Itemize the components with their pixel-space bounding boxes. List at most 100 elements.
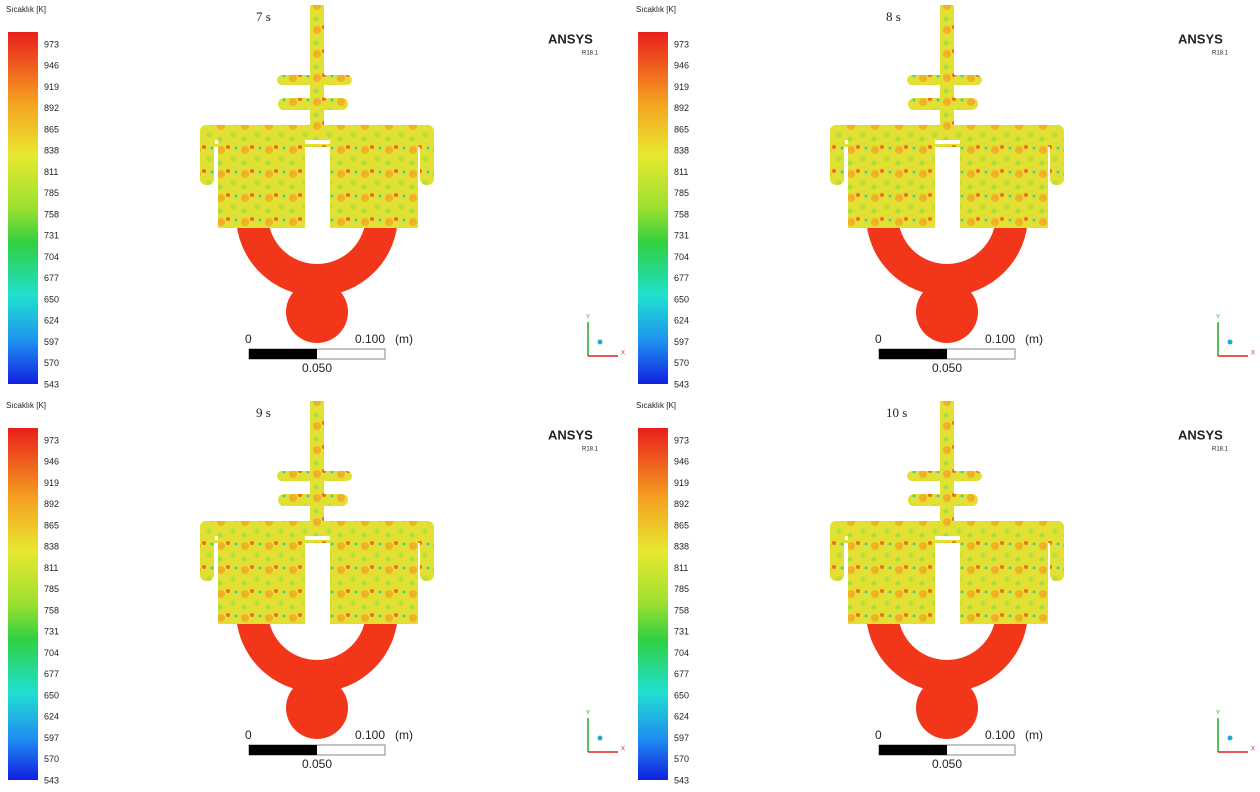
- scale-end: 0.100: [355, 332, 385, 346]
- time-label: 7 s: [256, 9, 271, 24]
- legend-label: 838: [44, 146, 59, 156]
- legend-label: 973: [44, 435, 59, 445]
- legend-label: 597: [674, 337, 689, 347]
- axis-z: [597, 735, 603, 741]
- bar1: [277, 471, 352, 481]
- sprue-well: [286, 281, 348, 343]
- scale-start: 0: [875, 332, 882, 346]
- legend-label: 704: [44, 252, 59, 262]
- legend-label: 865: [44, 124, 59, 134]
- brand: ANSYS: [1178, 31, 1223, 46]
- legend-label: 570: [674, 358, 689, 368]
- axis-z: [597, 339, 603, 345]
- legend-label: 758: [44, 209, 59, 219]
- scale-fill: [249, 349, 317, 359]
- runner-arc: [236, 215, 398, 296]
- legend-label: 731: [44, 231, 59, 241]
- scale-fill: [879, 349, 947, 359]
- legend-label: 543: [44, 775, 59, 785]
- runner-arc: [236, 611, 398, 692]
- legend-label: 865: [44, 520, 59, 530]
- legend-label: 543: [44, 379, 59, 389]
- legend-label: 704: [674, 252, 689, 262]
- scale-unit: (m): [1025, 728, 1043, 742]
- scale-fill: [249, 745, 317, 755]
- legend-label: 785: [674, 584, 689, 594]
- legend-label: 731: [674, 627, 689, 637]
- legend-label: 973: [44, 39, 59, 49]
- legend-title: Sıcaklık [K]: [6, 401, 46, 410]
- legend-label: 865: [674, 520, 689, 530]
- cavity-left: [218, 536, 305, 624]
- scale-start: 0: [245, 332, 252, 346]
- bar1: [907, 471, 982, 481]
- axis-z: [1227, 339, 1233, 345]
- axis-y-label: Y: [1216, 711, 1220, 717]
- bar2: [908, 494, 978, 506]
- leg-left: [200, 125, 214, 185]
- scale-unit: (m): [1025, 332, 1043, 346]
- panel: Sıcaklık [K] 973 946 919 892 865 838 811 785 758 7…: [6, 401, 625, 785]
- legend-label: 946: [674, 457, 689, 467]
- legend-label: 892: [674, 103, 689, 113]
- axis-x-label: X: [1251, 747, 1255, 753]
- scale-end: 0.100: [985, 332, 1015, 346]
- legend-label: 650: [44, 294, 59, 304]
- time-label: 10 s: [886, 405, 907, 420]
- scale-end: 0.100: [985, 728, 1015, 742]
- legend-label: 946: [674, 61, 689, 71]
- cavity-right: [330, 140, 418, 228]
- sprue: [940, 5, 954, 135]
- leg-right: [1050, 521, 1064, 581]
- bar2: [908, 98, 978, 110]
- version: R18.1: [1212, 447, 1229, 453]
- color-bar: [638, 428, 668, 780]
- legend-label: 624: [44, 712, 59, 722]
- legend-label: 785: [674, 188, 689, 198]
- bar1: [907, 75, 982, 85]
- leg-right: [420, 125, 434, 185]
- legend-label: 650: [44, 690, 59, 700]
- scale-start: 0: [875, 728, 882, 742]
- legend-label: 811: [44, 167, 58, 177]
- legend-label: 731: [44, 627, 59, 637]
- panel: Sıcaklık [K] 973 946 919 892 865 838 811 785 758 7…: [6, 5, 625, 389]
- version: R18.1: [1212, 51, 1229, 57]
- legend-label: 758: [44, 605, 59, 615]
- legend-label: 919: [44, 82, 59, 92]
- leg-left: [830, 125, 844, 185]
- cavity-left: [848, 536, 935, 624]
- legend-title: Sıcaklık [K]: [636, 401, 676, 410]
- legend-label: 785: [44, 584, 59, 594]
- legend-label: 758: [674, 605, 689, 615]
- sprue: [310, 401, 324, 531]
- legend-label: 892: [674, 499, 689, 509]
- scale-mid: 0.050: [302, 757, 332, 771]
- legend-label: 946: [44, 61, 59, 71]
- legend-label: 543: [674, 775, 689, 785]
- color-bar: [8, 32, 38, 384]
- axis-y-label: Y: [586, 711, 590, 717]
- legend-label: 543: [674, 379, 689, 389]
- cavity-left: [848, 140, 935, 228]
- legend-label: 838: [44, 542, 59, 552]
- scale-unit: (m): [395, 332, 413, 346]
- cavity-right: [330, 536, 418, 624]
- leg-left: [200, 521, 214, 581]
- axis-x-label: X: [1251, 351, 1255, 357]
- legend-label: 650: [674, 690, 689, 700]
- legend-label: 892: [44, 103, 59, 113]
- legend-label: 597: [44, 337, 59, 347]
- axis-x-label: X: [621, 351, 625, 357]
- legend-label: 811: [674, 563, 688, 573]
- legend-label: 919: [674, 478, 689, 488]
- legend-label: 919: [674, 82, 689, 92]
- legend-label: 677: [44, 669, 59, 679]
- legend-label: 677: [674, 669, 689, 679]
- legend-title: Sıcaklık [K]: [636, 5, 676, 14]
- legend-label: 597: [674, 733, 689, 743]
- legend-label: 570: [674, 754, 689, 764]
- legend-label: 785: [44, 188, 59, 198]
- legend-label: 946: [44, 457, 59, 467]
